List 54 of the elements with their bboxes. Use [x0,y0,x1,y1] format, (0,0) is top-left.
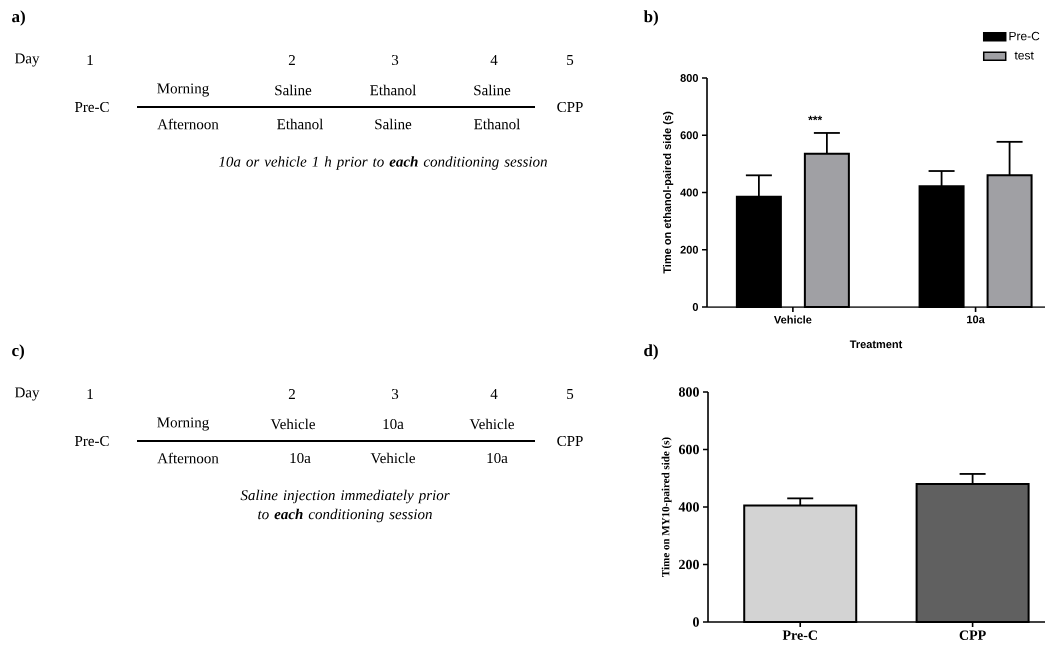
text: 4 [490,389,498,399]
text: Vehicle [270,418,315,430]
text: CPP [557,435,583,447]
text: c) [12,344,24,360]
y-tick-label: 0 [692,303,699,311]
text: 5 [567,389,574,399]
text: Ethanol [277,118,324,130]
text: Morning [157,83,209,97]
text: Afternoon [157,118,219,130]
text: 10a [487,452,508,464]
text: 1 [87,389,93,399]
y-tick-label: 600 [680,131,699,140]
chart-title: b) [643,10,658,26]
legend-label: test [1014,51,1034,60]
y-tick-label: 800 [678,387,699,397]
text: Saline [275,84,312,96]
text: 10a or vehicle 1 h prior to each conditioning session [218,156,547,170]
text: Saline [375,118,412,130]
y-tick-label: 600 [678,444,699,455]
text: Vehicle [469,418,514,430]
text: 2 [288,55,295,65]
text: Day [14,387,40,401]
text: Vehicle [370,452,415,464]
text: 5 [567,55,574,65]
y-axis-title: Time on ethanol-paired side (s) [663,111,674,274]
y-tick-label: 400 [678,502,699,512]
text: 4 [490,55,498,65]
text: a) [12,10,25,26]
text: 3 [391,54,399,66]
text: Ethanol [474,118,521,130]
y-tick-label: 800 [680,74,699,82]
text: Morning [157,417,209,431]
text: CPP [557,101,583,113]
text: Saline injection immediately prior to each conditioning session [240,489,450,523]
legend-label: Pre-C [1009,31,1040,41]
annotation: *** [808,115,823,121]
text: 1 [87,55,93,65]
text: 10a [383,418,404,430]
text: 10a [290,452,311,464]
text: Day [14,53,40,67]
y-tick-label: 0 [693,617,699,627]
y-tick-label: 400 [680,188,699,197]
text: 2 [288,389,295,399]
text: 3 [391,388,399,400]
y-tick-label: 200 [679,559,699,570]
text: Afternoon [157,452,219,464]
text: Saline [474,84,511,96]
text: Ethanol [370,84,417,96]
y-tick-label: 200 [680,245,699,254]
text: Pre-C [74,435,109,447]
x-axis-title: Treatment [849,340,903,349]
text: Pre-C [74,101,109,113]
y-axis-title: Time on MY10-paired side (s) [661,437,672,577]
chart-title: d) [644,344,658,360]
